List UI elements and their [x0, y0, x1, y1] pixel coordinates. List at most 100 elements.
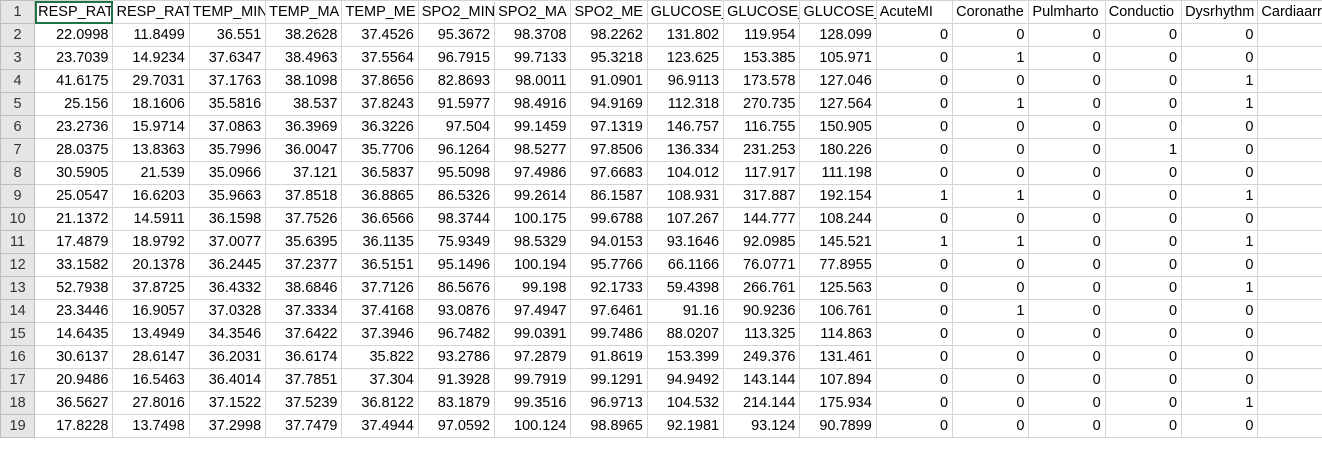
- table-cell[interactable]: 1: [875, 184, 954, 208]
- table-cell[interactable]: 1: [952, 230, 1030, 254]
- column-header-cell[interactable]: TEMP_MIN: [188, 0, 267, 24]
- table-cell[interactable]: 0: [1028, 207, 1106, 231]
- table-cell[interactable]: 99.1459: [494, 115, 572, 139]
- table-cell[interactable]: 0: [1104, 184, 1183, 208]
- table-cell[interactable]: 93.2786: [417, 345, 496, 369]
- table-cell[interactable]: 0: [875, 276, 954, 300]
- table-cell[interactable]: 36.5837: [341, 161, 419, 185]
- table-cell[interactable]: 93.1646: [646, 230, 725, 254]
- table-cell[interactable]: 36.5627: [34, 391, 114, 415]
- table-cell[interactable]: 37.7851: [265, 368, 343, 392]
- table-cell[interactable]: 1: [952, 46, 1030, 70]
- table-cell[interactable]: 37.2377: [265, 253, 343, 277]
- table-cell[interactable]: 37.8518: [265, 184, 343, 208]
- table-cell[interactable]: 37.0077: [188, 230, 267, 254]
- table-cell[interactable]: 0: [875, 368, 954, 392]
- table-cell[interactable]: 108.931: [646, 184, 725, 208]
- table-cell[interactable]: 28.6147: [112, 345, 190, 369]
- table-cell[interactable]: 99.7486: [570, 322, 648, 346]
- table-cell[interactable]: 37.4168: [341, 299, 419, 323]
- table-cell[interactable]: 41.6175: [34, 69, 114, 93]
- table-cell[interactable]: 0: [1104, 299, 1183, 323]
- table-cell[interactable]: 86.5676: [417, 276, 496, 300]
- table-cell[interactable]: 35.7996: [188, 138, 267, 162]
- table-cell[interactable]: 37.5564: [341, 46, 419, 70]
- table-cell[interactable]: 127.046: [799, 69, 877, 93]
- column-header-cell[interactable]: Conductio: [1104, 0, 1183, 24]
- table-cell[interactable]: 25.0547: [34, 184, 114, 208]
- table-cell[interactable]: 83.1879: [417, 391, 496, 415]
- table-cell[interactable]: 88.0207: [646, 322, 725, 346]
- table-cell[interactable]: 96.7482: [417, 322, 496, 346]
- table-cell[interactable]: 96.1264: [417, 138, 496, 162]
- table-cell[interactable]: 37.304: [341, 368, 419, 392]
- table-cell[interactable]: 99.0391: [494, 322, 572, 346]
- table-cell[interactable]: 116.755: [723, 115, 801, 139]
- table-cell[interactable]: 92.0985: [723, 230, 801, 254]
- table-cell[interactable]: 37.8243: [341, 92, 419, 116]
- table-cell[interactable]: 98.8965: [570, 414, 648, 438]
- table-cell[interactable]: 0: [875, 299, 954, 323]
- table-cell[interactable]: 36.1598: [188, 207, 267, 231]
- table-cell[interactable]: 175.934: [799, 391, 877, 415]
- table-cell[interactable]: 1: [1104, 138, 1183, 162]
- table-cell[interactable]: 95.1496: [417, 253, 496, 277]
- table-cell[interactable]: 91.0901: [570, 69, 648, 93]
- table-cell[interactable]: 113.325: [723, 322, 801, 346]
- row-number[interactable]: 3: [0, 46, 36, 70]
- table-cell[interactable]: 0: [1104, 230, 1183, 254]
- table-cell[interactable]: 125.563: [799, 276, 877, 300]
- table-cell[interactable]: 37.1763: [188, 69, 267, 93]
- table-cell[interactable]: 91.3928: [417, 368, 496, 392]
- row-number[interactable]: 19: [0, 414, 36, 438]
- table-cell[interactable]: 36.2445: [188, 253, 267, 277]
- table-cell[interactable]: 0: [1257, 414, 1322, 438]
- row-number[interactable]: 18: [0, 391, 36, 415]
- table-cell[interactable]: 21.539: [112, 161, 190, 185]
- table-cell[interactable]: 1: [1181, 92, 1259, 116]
- table-cell[interactable]: 0: [1257, 391, 1322, 415]
- table-cell[interactable]: 231.253: [723, 138, 801, 162]
- table-cell[interactable]: 38.6846: [265, 276, 343, 300]
- table-cell[interactable]: 0: [1181, 207, 1259, 231]
- table-cell[interactable]: 11.8499: [112, 23, 190, 47]
- table-cell[interactable]: 0: [1028, 23, 1106, 47]
- table-cell[interactable]: 18.1606: [112, 92, 190, 116]
- row-number[interactable]: 8: [0, 161, 36, 185]
- row-number[interactable]: 13: [0, 276, 36, 300]
- table-cell[interactable]: 0: [1257, 23, 1322, 47]
- table-cell[interactable]: 0: [1104, 207, 1183, 231]
- table-cell[interactable]: 86.5326: [417, 184, 496, 208]
- table-cell[interactable]: 0: [1104, 23, 1183, 47]
- table-cell[interactable]: 1: [875, 230, 954, 254]
- table-cell[interactable]: 0: [875, 92, 954, 116]
- table-cell[interactable]: 153.385: [723, 46, 801, 70]
- table-cell[interactable]: 0: [1104, 322, 1183, 346]
- table-cell[interactable]: 0: [1028, 184, 1106, 208]
- table-cell[interactable]: 91.8619: [570, 345, 648, 369]
- table-cell[interactable]: 0: [875, 345, 954, 369]
- table-cell[interactable]: 180.226: [799, 138, 877, 162]
- table-cell[interactable]: 0: [1181, 299, 1259, 323]
- row-number[interactable]: 7: [0, 138, 36, 162]
- table-cell[interactable]: 93.124: [723, 414, 801, 438]
- table-cell[interactable]: 0: [1257, 184, 1322, 208]
- table-cell[interactable]: 94.9492: [646, 368, 725, 392]
- table-cell[interactable]: 13.4949: [112, 322, 190, 346]
- table-cell[interactable]: 0: [875, 414, 954, 438]
- table-cell[interactable]: 0: [875, 322, 954, 346]
- table-cell[interactable]: 131.461: [799, 345, 877, 369]
- table-cell[interactable]: 36.1135: [341, 230, 419, 254]
- column-header-cell[interactable]: SPO2_MIN: [417, 0, 496, 24]
- table-cell[interactable]: 0: [875, 207, 954, 231]
- table-cell[interactable]: 0: [1257, 345, 1322, 369]
- table-cell[interactable]: 131.802: [646, 23, 725, 47]
- table-cell[interactable]: 0: [952, 253, 1030, 277]
- table-cell[interactable]: 36.551: [188, 23, 267, 47]
- table-cell[interactable]: 0: [1028, 138, 1106, 162]
- table-cell[interactable]: 98.5277: [494, 138, 572, 162]
- table-cell[interactable]: 97.4947: [494, 299, 572, 323]
- table-cell[interactable]: 28.0375: [34, 138, 114, 162]
- column-header-cell[interactable]: RESP_RATI: [112, 0, 190, 24]
- table-cell[interactable]: 1: [1181, 391, 1259, 415]
